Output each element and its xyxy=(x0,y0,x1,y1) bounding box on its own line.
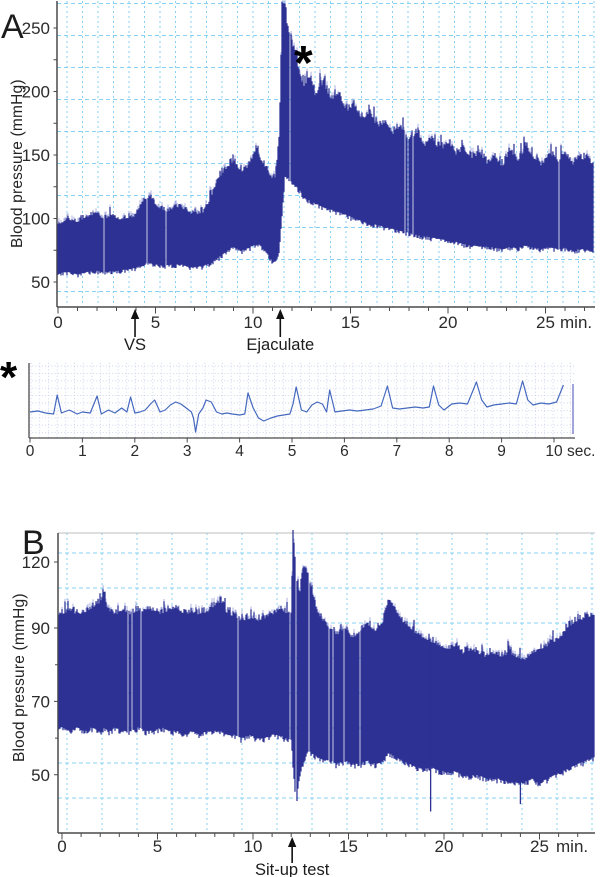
panel-a-y-tick-label: 50 xyxy=(31,273,50,292)
inset-x-tick-label: 6 xyxy=(340,443,349,460)
inset-x-tick-label: 4 xyxy=(235,443,244,460)
inset-x-tick-label: 1 xyxy=(78,443,87,460)
sit-up-test-arrow-head xyxy=(287,837,297,847)
panel-a-y-tick-label: 150 xyxy=(22,146,50,165)
inset-x-tick-label: 7 xyxy=(392,443,401,460)
ejaculate-annotation-label: Ejaculate xyxy=(246,336,314,354)
panel-b-y-tick-label: 120 xyxy=(22,553,50,572)
panel-b-x-tick-label: 25 xyxy=(530,837,549,856)
peak-asterisk-marker: * xyxy=(294,37,313,90)
panel-a-x-unit: min. xyxy=(560,313,592,332)
panel-b-x-tick-label: 10 xyxy=(244,837,263,856)
panel-b-y-tick-label: 50 xyxy=(31,766,50,785)
vs-annotation-label: VS xyxy=(124,336,146,354)
panel-a-x-tick-label: 15 xyxy=(341,313,360,332)
panel-b-x-tick-label: 15 xyxy=(339,837,358,856)
inset-asterisk-label: * xyxy=(0,353,18,402)
inset-x-unit: sec. xyxy=(567,443,595,460)
panel-b-x-tick-label: 20 xyxy=(435,837,454,856)
panel-b-x-unit: min. xyxy=(556,837,588,856)
ejaculate-arrow-head xyxy=(276,309,285,319)
inset-x-tick-label: 2 xyxy=(130,443,139,460)
inset-x-tick-label: 8 xyxy=(445,443,454,460)
panel-a-bp-trace xyxy=(57,1,594,278)
panel-a-trace-tips xyxy=(57,0,591,224)
panel-a-x-tick-label: 20 xyxy=(439,313,458,332)
panel-b-x-tick-label: 5 xyxy=(153,837,162,856)
inset-grid xyxy=(29,363,575,438)
panel-b-label: B xyxy=(22,524,45,562)
inset-x-tick-label: 10 xyxy=(545,443,563,460)
panel-a-label: A xyxy=(1,8,24,46)
inset-x-tick-label: 9 xyxy=(497,443,506,460)
panel-b-y-tick-label: 90 xyxy=(31,619,50,638)
panel-a-x-tick-label: 10 xyxy=(244,313,263,332)
panel-b-y-tick-label: 70 xyxy=(31,692,50,711)
panel-a-y-tick-label: 200 xyxy=(22,83,50,102)
sit-up-test-annotation-label: Sit-up test xyxy=(255,861,330,877)
panel-a-y-tick-label: 250 xyxy=(22,19,50,38)
inset-x-tick-label: 0 xyxy=(26,443,35,460)
panel-b-y-ticks xyxy=(54,561,58,776)
panel-b-x-ticks xyxy=(61,833,579,840)
vs-arrow-head xyxy=(130,309,140,319)
panel-a-y-tick-label: 100 xyxy=(22,210,50,229)
inset-x-tick-label: 5 xyxy=(288,443,297,460)
panel-a-x-ticks xyxy=(57,307,585,314)
panel-a-x-tick-label: 25 xyxy=(536,313,555,332)
panel-a-y-axis-title: Blood pressure (mmHg) xyxy=(9,79,26,248)
panel-b-bp-trace xyxy=(58,530,595,801)
inset-x-ticks xyxy=(29,438,555,443)
inset-x-tick-label: 3 xyxy=(183,443,192,460)
inset-pulse-trace xyxy=(29,380,564,433)
panel-a-x-tick-label: 0 xyxy=(53,313,62,332)
panel-b-x-tick-label: 0 xyxy=(57,837,66,856)
panel-a-y-ticks xyxy=(53,27,57,283)
panel-b-y-axis-title: Blood pressure (mmHg) xyxy=(11,593,28,762)
panel-a-x-tick-label: 5 xyxy=(151,313,160,332)
panel-b-trace-tips xyxy=(58,538,594,660)
